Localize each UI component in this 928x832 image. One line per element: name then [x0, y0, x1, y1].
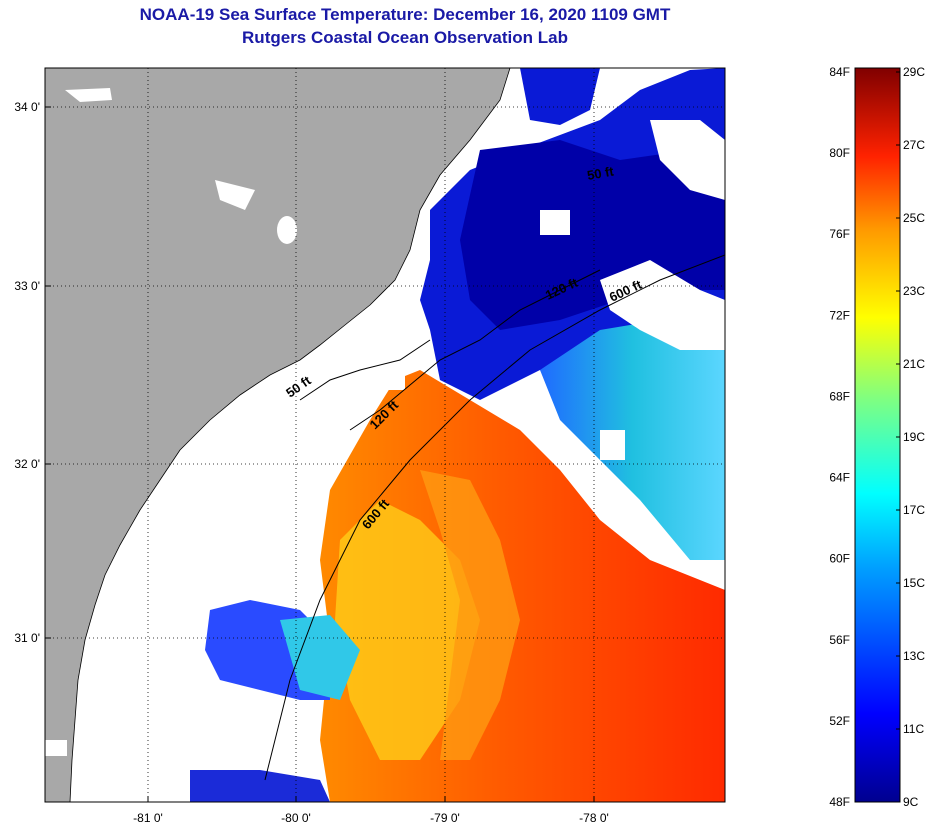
contour-label-50ft-north: 50 ft: [586, 163, 616, 183]
colorbar-c-label: 29C: [903, 65, 925, 79]
warm-yellow-filaments: [335, 500, 480, 760]
sst-plot-area: [45, 68, 725, 802]
lat-tick-label: 33 0': [14, 279, 40, 293]
lat-tick-label: 31 0': [14, 631, 40, 645]
colorbar-celsius-labels: 29C 27C 25C 23C 21C 19C 17C 15C 13C 11C 9C: [896, 65, 925, 809]
inshore-teal-water: [280, 615, 360, 700]
colorbar-f-label: 72F: [829, 308, 850, 322]
colorbar-f-label: 60F: [829, 552, 850, 566]
land-coastline: [45, 68, 511, 802]
lon-tick-label: -78 0': [579, 811, 609, 825]
plot-frame: [44, 67, 726, 803]
colorbar-fahrenheit-labels: 84F 80F 76F 72F 68F 64F 60F 56F 52F 48F: [829, 65, 850, 809]
lat-tick-label: 32 0': [14, 457, 40, 471]
colorbar-c-label: 11C: [903, 722, 924, 736]
colorbar-f-label: 68F: [829, 389, 850, 403]
colorbar-c-label: 9C: [903, 795, 919, 809]
colorbar-f-label: 52F: [829, 714, 850, 728]
axis-ticks: [45, 106, 595, 802]
colorbar-c-label: 19C: [903, 430, 925, 444]
colorbar-c-label: 13C: [903, 649, 925, 663]
isobath-contours: [264, 254, 725, 781]
colorbar-c-label: 17C: [903, 503, 925, 517]
colorbar-c-label: 25C: [903, 211, 925, 225]
map-title: NOAA-19 Sea Surface Temperature: Decembe…: [139, 5, 671, 24]
mid-temp-band: [540, 300, 725, 560]
colorbar-c-label: 21C: [903, 357, 925, 371]
colorbar-f-label: 84F: [829, 65, 850, 79]
colorbar-f-label: 64F: [829, 471, 850, 485]
cloud-patches: [300, 120, 725, 460]
graticule: [45, 68, 725, 802]
inland-water-features: [45, 88, 297, 756]
colorbar-f-label: 56F: [829, 633, 850, 647]
warm-orange-filaments: [420, 470, 520, 760]
inshore-cold-south: [190, 770, 330, 802]
colorbar-f-label: 76F: [829, 227, 850, 241]
lat-tick-label: 34 0': [14, 100, 40, 114]
temperature-colorbar: [854, 67, 901, 803]
map-subtitle: Rutgers Coastal Ocean Observation Lab: [242, 28, 568, 47]
lon-tick-label: -81 0': [133, 811, 163, 825]
lon-tick-label: -79 0': [430, 811, 460, 825]
colorbar-c-label: 15C: [903, 576, 925, 590]
colorbar-c-label: 23C: [903, 284, 925, 298]
colorbar-f-label: 48F: [829, 795, 850, 809]
colorbar-f-label: 80F: [829, 146, 850, 160]
colorbar-c-label: 27C: [903, 138, 925, 152]
lon-tick-label: -80 0': [281, 811, 311, 825]
sound-water: [520, 68, 600, 125]
